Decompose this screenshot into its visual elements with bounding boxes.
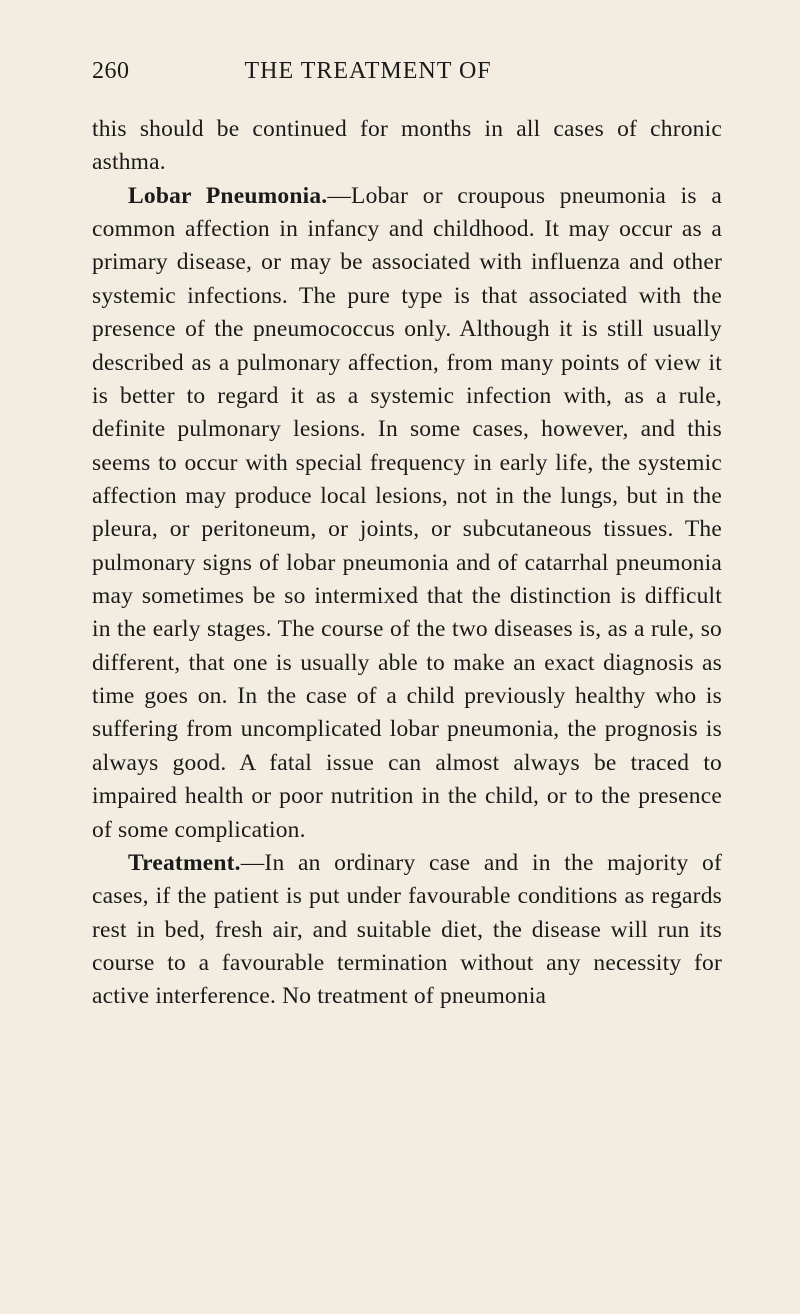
- paragraph-continuation: this should be continued for months in a…: [92, 113, 722, 180]
- section-heading: Treatment.: [128, 850, 241, 876]
- page-number: 260: [92, 58, 130, 85]
- section-heading: Lobar Pneumonia.: [128, 183, 327, 209]
- paragraph-text: —Lobar or croupous pneu­monia is a commo…: [92, 183, 722, 843]
- paragraph-treatment: Treatment.—In an ordinary case and in th…: [92, 847, 722, 1014]
- running-title: THE TREATMENT OF: [245, 58, 492, 85]
- paragraph-lobar-pneumonia: Lobar Pneumonia.—Lobar or croupous pneu­…: [92, 180, 722, 847]
- body-text: this should be continued for months in a…: [92, 113, 722, 1014]
- paragraph-text: this should be continued for months in a…: [92, 116, 722, 175]
- page-header: 260 THE TREATMENT OF: [92, 58, 722, 85]
